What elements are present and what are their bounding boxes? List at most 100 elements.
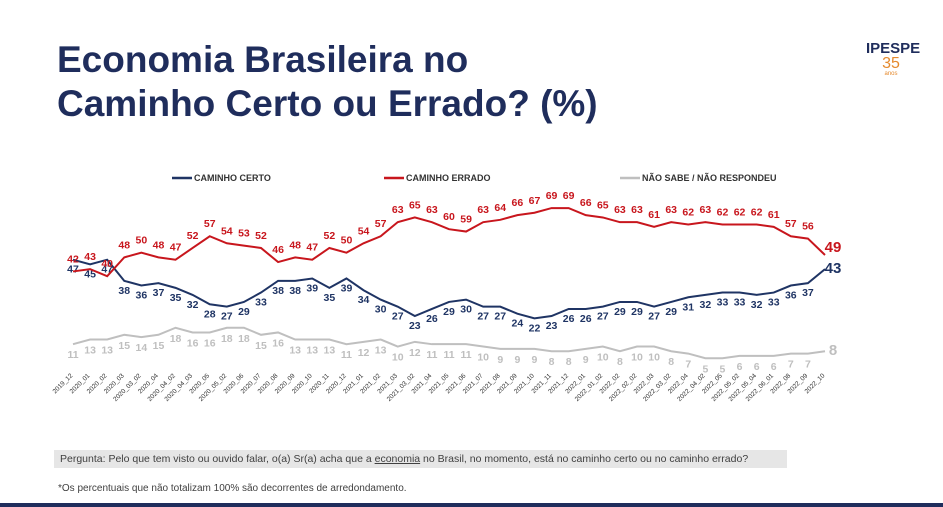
bottom-strip (0, 503, 943, 507)
data-label: 54 (221, 225, 233, 237)
data-label: 56 (802, 221, 814, 233)
data-label: 23 (409, 320, 421, 332)
data-label: 38 (272, 285, 284, 297)
title-line: Caminho Certo ou Errado? (%) (57, 83, 598, 124)
data-label: 9 (583, 354, 589, 366)
data-label: 50 (136, 235, 148, 247)
series-line (72, 258, 826, 320)
data-label: 13 (324, 344, 336, 356)
data-label: 11 (341, 349, 352, 361)
data-label: 60 (443, 211, 455, 223)
data-label: 9 (497, 354, 503, 366)
data-label: 16 (187, 337, 199, 349)
data-label: 42 (67, 253, 79, 265)
data-label: 66 (512, 197, 524, 209)
data-label: 12 (358, 347, 370, 359)
data-label: 63 (614, 204, 626, 216)
data-label: 38 (289, 285, 301, 297)
data-label: 61 (648, 209, 660, 221)
data-label: 65 (409, 199, 421, 211)
data-label: 26 (580, 313, 592, 325)
data-label: 37 (802, 287, 814, 299)
question-keyword: economia (374, 453, 421, 465)
data-label: 39 (306, 282, 318, 294)
data-label: 62 (682, 207, 694, 219)
data-label: 10 (648, 352, 660, 364)
data-label: 8 (549, 356, 555, 368)
data-label: 61 (768, 209, 780, 221)
data-label: 47 (170, 242, 182, 254)
data-label: 67 (529, 195, 541, 207)
data-label: 27 (477, 311, 489, 323)
data-label: 13 (306, 344, 318, 356)
data-label: 32 (751, 299, 763, 311)
data-label: 57 (375, 218, 387, 230)
data-label: 27 (221, 311, 233, 323)
data-label: 27 (648, 311, 660, 323)
data-label: 27 (392, 311, 404, 323)
data-label: 33 (734, 297, 746, 309)
data-label: 59 (460, 214, 472, 226)
data-label: 57 (204, 218, 216, 230)
chart-title: Economia Brasileira no Caminho Certo ou … (57, 38, 598, 126)
data-label: 10 (631, 352, 643, 364)
data-label: 40 (101, 258, 113, 270)
data-label: 62 (717, 207, 729, 219)
data-label: 15 (255, 340, 267, 352)
data-label: 45 (84, 268, 96, 280)
data-label: 6 (754, 361, 760, 373)
data-label: 13 (84, 344, 96, 356)
data-label: 8 (566, 356, 572, 368)
data-label: 7 (805, 359, 811, 371)
data-label: 6 (771, 361, 777, 373)
logo-suffix: anos (884, 71, 898, 77)
data-label: 26 (426, 313, 438, 325)
data-label: 35 (170, 292, 182, 304)
data-label: 32 (700, 299, 712, 311)
data-label: 11 (461, 349, 472, 361)
data-label: 62 (751, 207, 763, 219)
data-label: 63 (665, 204, 677, 216)
data-label: 50 (341, 235, 353, 247)
data-label: 57 (785, 218, 797, 230)
data-label: 30 (375, 304, 387, 316)
data-label: 36 (136, 290, 148, 302)
data-label: 18 (170, 333, 182, 345)
question-text: no Brasil, no momento, está no caminho c… (420, 453, 749, 465)
data-label: 11 (67, 349, 78, 361)
title-line: Economia Brasileira no (57, 39, 469, 80)
data-label: 18 (221, 333, 233, 345)
data-label: 33 (768, 297, 780, 309)
data-label: 49 (825, 239, 842, 256)
series-line (72, 326, 826, 360)
data-label: 29 (665, 306, 677, 318)
data-label: 13 (101, 344, 113, 356)
data-label: 10 (392, 352, 404, 364)
data-label: 53 (238, 228, 250, 240)
data-label: 52 (187, 230, 199, 242)
logo-name: IPESPE (866, 40, 921, 57)
data-label: 48 (153, 239, 165, 251)
logo-years: 35 (882, 55, 900, 72)
data-label: 10 (597, 352, 609, 364)
data-label: 27 (494, 311, 506, 323)
data-label: 48 (118, 239, 130, 251)
data-label: 14 (136, 342, 148, 354)
data-label: 65 (597, 199, 609, 211)
data-label: 9 (532, 354, 538, 366)
data-label: 5 (702, 363, 708, 375)
data-label: 5 (720, 363, 726, 375)
data-label: 15 (118, 340, 130, 352)
legend-label: CAMINHO CERTO (194, 173, 271, 183)
data-label: 46 (272, 244, 284, 256)
data-label: 29 (443, 306, 455, 318)
data-label: 11 (443, 349, 454, 361)
data-label: 31 (682, 301, 694, 313)
data-label: 12 (409, 347, 421, 359)
data-label: 8 (829, 342, 837, 359)
data-label: 63 (700, 204, 712, 216)
data-label: 28 (204, 308, 216, 320)
data-label: 13 (289, 344, 301, 356)
data-label: 18 (238, 333, 250, 345)
data-label: 9 (514, 354, 520, 366)
